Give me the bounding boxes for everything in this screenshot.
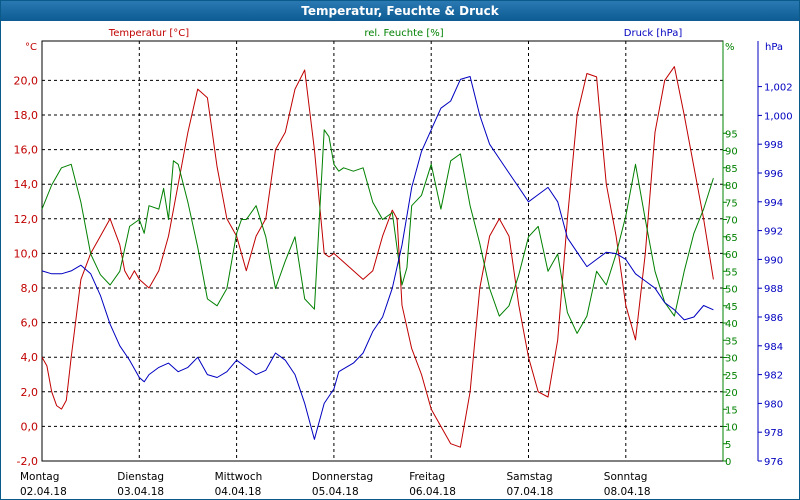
pressure-unit-label: hPa <box>765 42 783 53</box>
x-tick-date-label: 02.04.18 <box>20 486 67 498</box>
x-tick-day-label: Freitag <box>409 471 445 483</box>
x-tick-date-label: 03.04.18 <box>117 486 164 498</box>
window-title: Temperatur, Feuchte & Druck <box>1 1 799 21</box>
x-tick-date-label: 07.04.18 <box>507 486 554 498</box>
pressure-tick-label: 982 <box>764 371 783 382</box>
series-name-label: Druck [hPa] <box>624 28 683 39</box>
temperature-tick-label: 20,0 <box>14 74 39 87</box>
humidity-tick-label: 80 <box>725 181 738 192</box>
pressure-tick-label: 992 <box>764 227 783 238</box>
pressure-tick-label: 988 <box>764 284 783 295</box>
x-tick-day-label: Dienstag <box>117 471 164 483</box>
x-tick-date-label: 04.04.18 <box>215 486 262 498</box>
humidity-tick-label: 20 <box>725 388 738 399</box>
humidity-tick-label: 65 <box>725 233 738 244</box>
humidity-tick-label: 50 <box>725 285 738 296</box>
humidity-unit-label: % <box>725 42 735 53</box>
humidity-tick-label: 85 <box>725 164 738 175</box>
pressure-tick-label: 976 <box>764 457 783 468</box>
series-name-label: Temperatur [°C] <box>108 28 189 39</box>
humidity-tick-label: 10 <box>725 423 738 434</box>
humidity-tick-label: 70 <box>725 216 738 227</box>
pressure-tick-label: 998 <box>764 140 783 151</box>
x-tick-date-label: 06.04.18 <box>409 486 456 498</box>
x-tick-day-label: Donnerstag <box>312 471 373 483</box>
x-tick-day-label: Mittwoch <box>215 471 263 483</box>
temperature-tick-label: 16,0 <box>14 144 39 157</box>
humidity-tick-label: 35 <box>725 336 738 347</box>
x-tick-day-label: Samstag <box>507 471 553 483</box>
humidity-tick-label: 95 <box>725 129 738 140</box>
humidity-tick-label: 60 <box>725 250 738 261</box>
pressure-series-line <box>41 76 714 440</box>
x-tick-day-label: Montag <box>20 471 59 483</box>
temperature-tick-label: 14,0 <box>14 178 39 191</box>
temperature-tick-label: 12,0 <box>14 213 39 226</box>
pressure-tick-label: 980 <box>764 399 783 410</box>
humidity-tick-label: 15 <box>725 405 738 416</box>
x-tick-day-label: Sonntag <box>604 471 648 483</box>
humidity-tick-label: 25 <box>725 371 738 382</box>
pressure-tick-label: 978 <box>764 428 783 439</box>
temperature-tick-label: 10,0 <box>14 247 39 260</box>
x-tick-date-label: 08.04.18 <box>604 486 651 498</box>
temperature-tick-label: 18,0 <box>14 109 39 122</box>
humidity-tick-label: 75 <box>725 198 738 209</box>
temperature-tick-label: 2,0 <box>21 386 39 399</box>
humidity-tick-label: 40 <box>725 319 738 330</box>
x-tick-date-label: 05.04.18 <box>312 486 359 498</box>
temperature-tick-label: -2,0 <box>17 455 38 468</box>
temperature-tick-label: 8,0 <box>21 282 39 295</box>
humidity-tick-label: 30 <box>725 354 738 365</box>
temperature-series-line <box>41 66 714 448</box>
pressure-tick-label: 1,000 <box>764 111 793 122</box>
pressure-tick-label: 1,002 <box>764 83 793 94</box>
temperature-tick-label: 4,0 <box>21 351 39 364</box>
series-name-label: rel. Feuchte [%] <box>364 28 443 39</box>
humidity-tick-label: 5 <box>725 440 731 451</box>
humidity-tick-label: 45 <box>725 302 738 313</box>
plot-area-border <box>41 40 724 462</box>
humidity-tick-label: 90 <box>725 147 738 158</box>
pressure-tick-label: 994 <box>764 198 783 209</box>
temperature-unit-label: °C <box>25 42 37 53</box>
temperature-tick-label: 0,0 <box>21 420 39 433</box>
pressure-tick-label: 996 <box>764 169 783 180</box>
humidity-series-line <box>41 129 714 334</box>
humidity-tick-label: 55 <box>725 267 738 278</box>
pressure-tick-label: 984 <box>764 342 783 353</box>
temperature-tick-label: 6,0 <box>21 317 39 330</box>
pressure-tick-label: 986 <box>764 313 783 324</box>
humidity-tick-label: 0 <box>725 457 731 468</box>
pressure-tick-label: 990 <box>764 255 783 266</box>
